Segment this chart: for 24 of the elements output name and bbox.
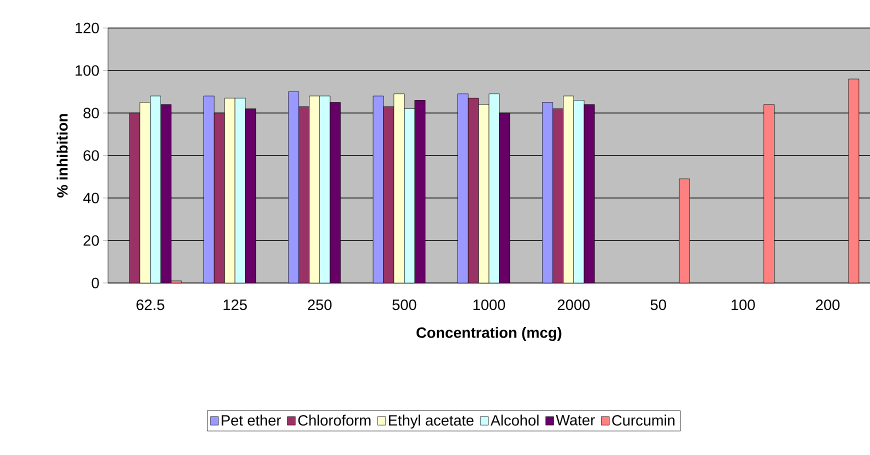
legend-label: Ethyl acetate	[388, 414, 474, 429]
legend-label: Pet ether	[222, 414, 281, 426]
y-tick-label: 100	[76, 65, 99, 76]
y-tick-label: 20	[84, 235, 99, 246]
y-tick-label: 60	[84, 150, 99, 161]
y-axis-title: % inhibition	[56, 114, 68, 198]
x-tick-label: 100	[732, 300, 755, 310]
y-tick-label: 40	[83, 192, 99, 204]
y-tick-label: 0	[92, 278, 99, 288]
y-tick-label: 120	[76, 22, 99, 34]
x-tick-label: 125	[224, 300, 247, 310]
legend-label: Curcumin	[612, 414, 674, 426]
x-tick-label: 2000	[558, 300, 590, 310]
x-tick-label: 250	[308, 300, 332, 310]
x-tick-label: 50	[650, 300, 666, 310]
legend-label: Water	[556, 414, 595, 426]
x-tick-label: 62.5	[136, 300, 164, 310]
x-tick-label: 1000	[474, 300, 506, 310]
x-axis-title: Concentration (mcg)	[416, 326, 562, 341]
x-tick-label: 500	[392, 300, 416, 310]
legend-label: Chloroform	[298, 414, 370, 426]
y-tick-label: 80	[84, 108, 99, 118]
x-tick-label: 200	[816, 300, 840, 310]
legend-label: Alcohol	[490, 414, 538, 426]
